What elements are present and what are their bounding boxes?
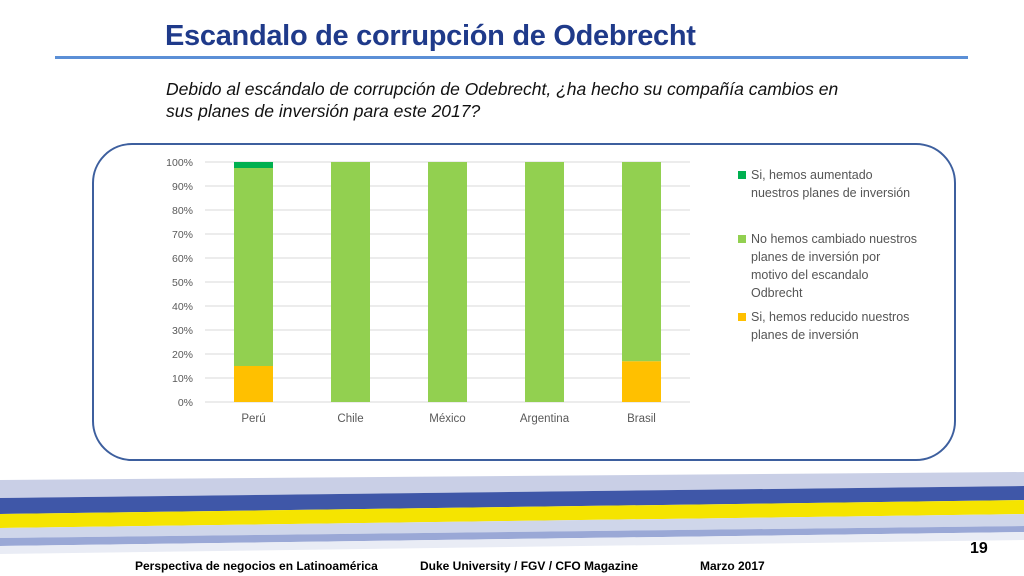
legend-item: Si, hemos reducido nuestros planes de in… [738, 308, 918, 344]
footer-decorative-bands [0, 472, 1024, 554]
title-underline [55, 56, 968, 59]
legend-item: No hemos cambiado nuestros planes de inv… [738, 230, 918, 302]
y-tick-label: 90% [172, 181, 193, 193]
legend-label: No hemos cambiado nuestros planes de inv… [751, 232, 918, 300]
y-tick-label: 60% [172, 253, 193, 265]
bar-segment [234, 168, 273, 366]
footer-center-text: Duke University / FGV / CFO Magazine [420, 559, 639, 573]
y-tick-label: 80% [172, 205, 193, 217]
y-tick-label: 70% [172, 229, 193, 241]
x-tick-label: Chile [337, 413, 363, 425]
legend-swatch [738, 171, 746, 179]
legend-swatch [738, 235, 746, 243]
legend-label: Si, hemos aumentado nuestros planes de i… [751, 168, 911, 200]
y-tick-label: 50% [172, 277, 193, 289]
bar-segment [622, 361, 661, 402]
legend-swatch [738, 313, 746, 321]
y-tick-label: 20% [172, 349, 193, 361]
footer: Perspectiva de negocios en Latinoamérica… [0, 557, 1024, 576]
x-tick-label: Argentina [520, 413, 570, 425]
y-tick-label: 0% [178, 397, 193, 409]
bar-segment [234, 366, 273, 402]
legend-item: Si, hemos aumentado nuestros planes de i… [738, 166, 918, 202]
bar-segment [525, 162, 564, 402]
bar-segment [331, 162, 370, 402]
y-tick-label: 10% [172, 373, 193, 385]
footer-right-text: Marzo 2017 [700, 559, 765, 573]
survey-question: Debido al escándalo de corrupción de Ode… [166, 79, 839, 121]
x-tick-label: México [429, 413, 465, 425]
bar-segment [428, 162, 467, 402]
chart-legend: Si, hemos aumentado nuestros planes de i… [738, 166, 918, 344]
bar-segment [234, 162, 273, 168]
y-tick-label: 40% [172, 301, 193, 313]
slide-title: Escandalo de corrupción de Odebrecht [165, 20, 696, 52]
x-tick-label: Perú [241, 413, 265, 425]
x-tick-label: Brasil [627, 413, 656, 425]
footer-left-text: Perspectiva de negocios en Latinoamérica [135, 559, 378, 573]
page-number: 19 [970, 540, 988, 557]
legend-label: Si, hemos reducido nuestros planes de in… [751, 310, 910, 342]
bar-segment [622, 162, 661, 362]
y-tick-label: 30% [172, 325, 193, 337]
y-tick-label: 100% [166, 157, 193, 169]
